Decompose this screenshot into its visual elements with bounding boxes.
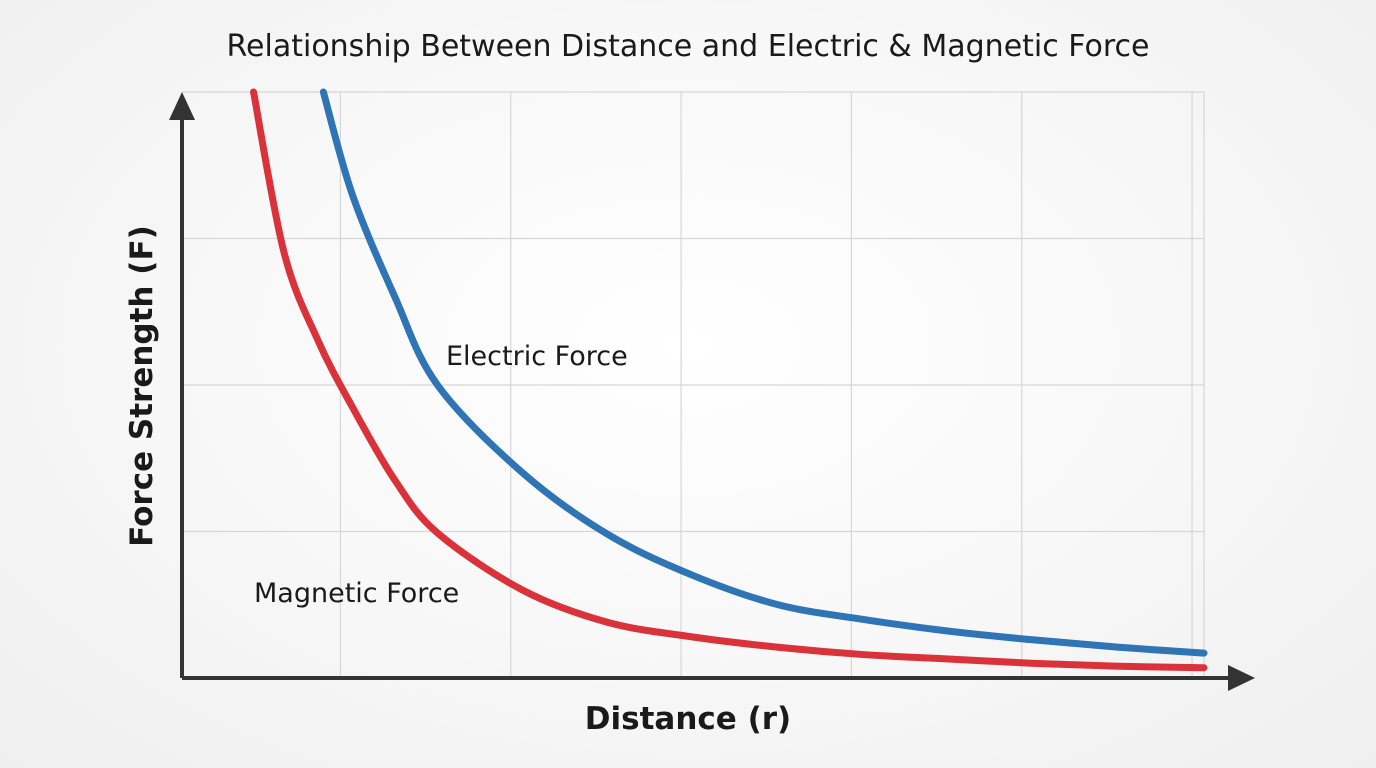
x-axis-label: Distance (r) [585,701,791,737]
electric-force-curve [319,88,1208,657]
y-axis-arrow-icon [169,92,195,120]
axes [169,92,1255,691]
x-axis-arrow-icon [1228,665,1255,691]
series-label-magnetic: Magnetic Force [254,578,459,609]
chart-title: Relationship Between Distance and Electr… [227,29,1150,64]
y-axis-label: Force Strength (F) [124,225,160,547]
series-label-electric: Electric Force [446,341,628,372]
grid [182,91,1205,678]
magnetic-force-curve [250,88,1208,672]
curves [250,88,1208,672]
